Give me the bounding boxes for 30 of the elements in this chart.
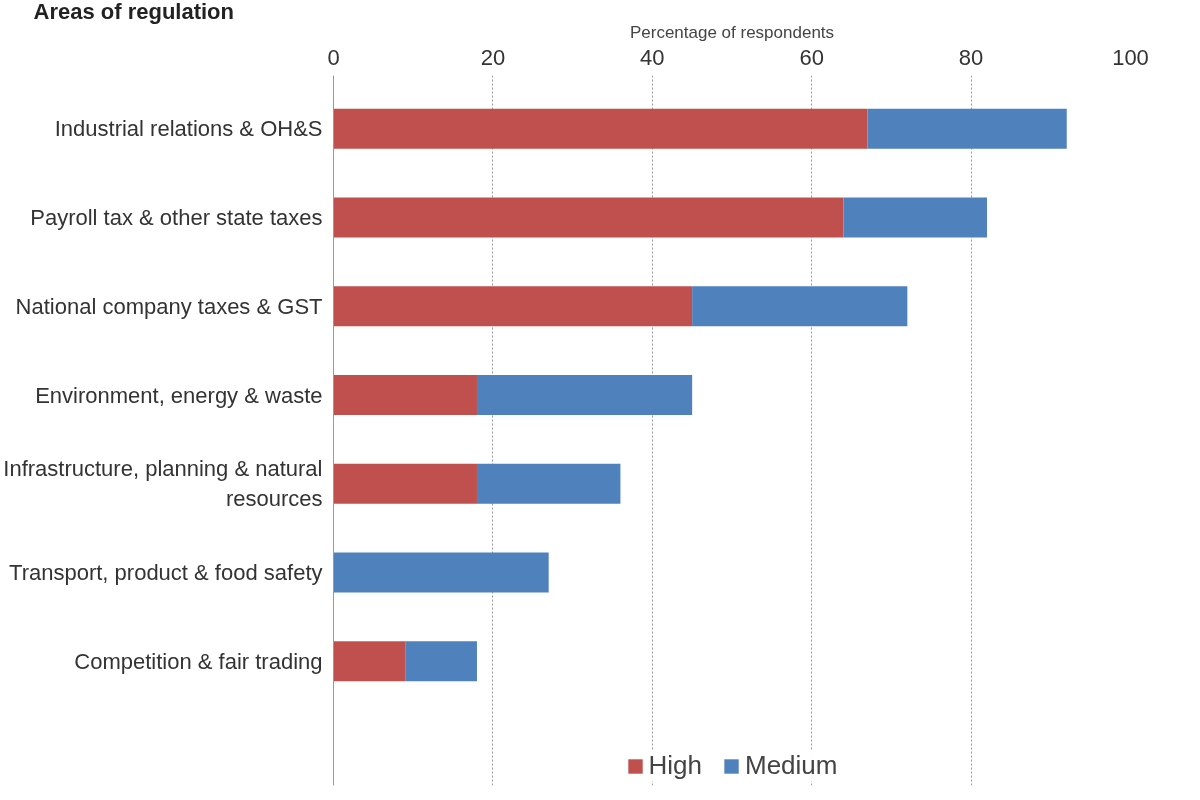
legend-label: Medium — [745, 750, 838, 781]
text: Areas of regulation — [33, 0, 234, 24]
bar — [333, 108, 868, 149]
bar — [692, 286, 908, 327]
bar — [333, 197, 844, 238]
y-tick-label: Transport, product & food safety — [9, 560, 323, 585]
x-tick-label: 40 — [640, 44, 665, 70]
bar — [333, 375, 477, 415]
bar — [405, 641, 477, 682]
x-tick-label: 80 — [958, 44, 984, 70]
bar — [867, 108, 1067, 149]
legend-label: High — [648, 750, 702, 781]
bar — [843, 197, 988, 238]
bar — [333, 552, 549, 593]
y-tick-label: Competition & fair trading — [74, 648, 323, 674]
y-tick-label: Industrial relations & OH&S — [54, 116, 323, 142]
y-tick-label: Environment, energy & waste — [35, 382, 323, 408]
bar — [476, 463, 621, 504]
x-tick-label: 20 — [480, 44, 506, 70]
x-tick-label: 60 — [799, 44, 824, 70]
y-tick-label: Infrastructure, planning & natural resources — [3, 456, 323, 512]
bar — [333, 463, 477, 504]
y-tick-label: National company taxes & GST — [15, 293, 323, 319]
y-tick-label: Payroll tax & other state taxes — [30, 205, 323, 230]
x-tick-label: 0 — [327, 44, 340, 70]
bar — [476, 375, 693, 415]
x-axis-title: Percentage of respondents — [629, 22, 835, 42]
bar — [333, 641, 406, 682]
bar — [333, 286, 693, 327]
x-tick-label: 100 — [1112, 44, 1149, 70]
